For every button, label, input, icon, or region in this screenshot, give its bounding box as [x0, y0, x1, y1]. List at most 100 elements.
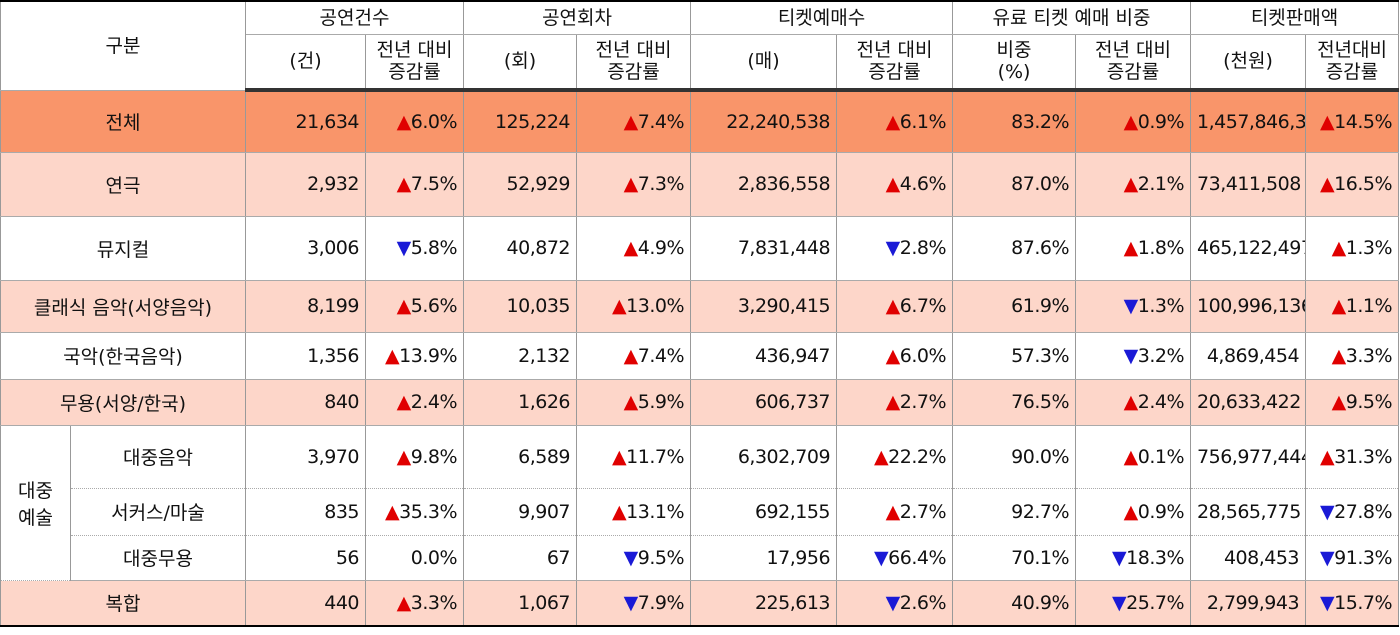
row: 뮤지컬 3,006 ▼5.8% 40,872 ▲4.9% 7,831,448 ▼2.8% 87…: [0, 216, 1400, 281]
cell: 3,006: [245, 216, 366, 281]
row-label: 국악(한국음악): [0, 332, 246, 380]
cell: ▲3.3%: [364, 580, 465, 627]
row: 무용(서양/한국) 840 ▲2.4% 1,626 ▲5.9% 606,737 ▲2.7% 7…: [0, 379, 1400, 426]
cell: ▲9.8%: [364, 425, 465, 489]
cell: 10,035: [463, 280, 578, 333]
cell: 756,977,444: [1190, 425, 1307, 489]
header-row: 구분 공연건수 공연회차 티켓예매수 유료 티켓 예매 비중 티켓판매액: [0, 1, 1400, 91]
cell: 100,996,136: [1190, 280, 1307, 333]
cell: 1,067: [463, 580, 578, 627]
cell: ▼2.6%: [836, 580, 954, 627]
cell: ▲6.1%: [836, 90, 954, 153]
cell: 67: [463, 535, 578, 581]
subheader: 비중 (%): [952, 34, 1077, 92]
cell: 465,122,497: [1190, 216, 1307, 281]
row-label: 대중음악: [70, 425, 246, 489]
cell: ▲35.3%: [364, 488, 465, 536]
cell: 17,956: [690, 535, 838, 581]
subheader: (매): [690, 34, 838, 92]
subheader: 전년 대비 증감률: [1075, 34, 1192, 92]
cell: ▲22.2%: [836, 425, 954, 489]
cell: 56: [245, 535, 366, 581]
cell: ▲2.7%: [836, 379, 954, 426]
cell: 9,907: [463, 488, 578, 536]
cell: ▲3.3%: [1305, 332, 1400, 380]
cell: ▼66.4%: [836, 535, 954, 581]
subheader: (건): [245, 34, 366, 92]
cell: ▲1.8%: [1075, 216, 1192, 281]
cell: 6,302,709: [690, 425, 838, 489]
cell: 2,799,943: [1190, 580, 1307, 627]
cell: ▲0.9%: [1075, 488, 1192, 536]
cell: 1,457,846,322: [1190, 90, 1307, 153]
cell: 8,199: [245, 280, 366, 333]
cell: 22,240,538: [690, 90, 838, 153]
row-label: 서커스/마술: [70, 488, 246, 536]
cell: 87.6%: [952, 216, 1077, 281]
subheader: (천원): [1190, 34, 1307, 92]
row-label: 대중무용: [70, 535, 246, 581]
cell: ▲7.3%: [576, 152, 692, 217]
group-row: 대중무용 56 0.0% 67 ▼9.5% 17,956 ▼66.4% 70.1% ▼18.3%…: [0, 535, 1400, 581]
cell: 6,589: [463, 425, 578, 489]
header-group: 유료 티켓 예매 비중: [952, 1, 1192, 35]
group-row: 대중 예술 대중음악 3,970 ▲9.8% 6,589 ▲11.7% 6,302,709 ▲…: [0, 425, 1400, 581]
row-label: 무용(서양/한국): [0, 379, 246, 426]
cell: ▲9.5%: [1305, 379, 1400, 426]
cell: ▲6.0%: [836, 332, 954, 380]
cell: ▲1.3%: [1305, 216, 1400, 281]
cell: ▲7.4%: [576, 90, 692, 153]
cell: ▼91.3%: [1305, 535, 1400, 581]
cell: 76.5%: [952, 379, 1077, 426]
cell: 3,970: [245, 425, 366, 489]
subheader-row: (건) 전년 대비 증감률 (회) 전년 대비 증감률 (매) 전년 대비 증감률 비중 (…: [1, 34, 1400, 92]
row-label: 클래식 음악(서양음악): [0, 280, 246, 333]
cell: 61.9%: [952, 280, 1077, 333]
cell: ▼1.3%: [1075, 280, 1192, 333]
subheader: 전년대비 증감률: [1305, 34, 1400, 92]
cell: 440: [245, 580, 366, 627]
row: 복합 440 ▲3.3% 1,067 ▼7.9% 225,613 ▼2.6% 40.9% ▼25…: [0, 580, 1400, 627]
row-label: 전체: [0, 90, 246, 153]
cell: 692,155: [690, 488, 838, 536]
cell: ▲11.7%: [576, 425, 692, 489]
cell: 52,929: [463, 152, 578, 217]
cell: 225,613: [690, 580, 838, 627]
cell: 21,634: [245, 90, 366, 153]
cell: 2,836,558: [690, 152, 838, 217]
cell: ▲7.4%: [576, 332, 692, 380]
cell: 28,565,775: [1190, 488, 1307, 536]
cell: ▲5.6%: [364, 280, 465, 333]
cell: 835: [245, 488, 366, 536]
row-label: 연극: [0, 152, 246, 217]
cell: 436,947: [690, 332, 838, 380]
cell: ▼25.7%: [1075, 580, 1192, 627]
cell: 7,831,448: [690, 216, 838, 281]
row-label: 뮤지컬: [0, 216, 246, 281]
cell: ▼2.8%: [836, 216, 954, 281]
cell: ▲4.9%: [576, 216, 692, 281]
cell: 83.2%: [952, 90, 1077, 153]
row: 국악(한국음악) 1,356 ▲13.9% 2,132 ▲7.4% 436,947 ▲6.0…: [0, 332, 1400, 380]
cell: 57.3%: [952, 332, 1077, 380]
cell: ▲4.6%: [836, 152, 954, 217]
cell: 73,411,508: [1190, 152, 1307, 217]
cell: 408,453: [1190, 535, 1307, 581]
cell: 87.0%: [952, 152, 1077, 217]
cell: 92.7%: [952, 488, 1077, 536]
cell: 2,132: [463, 332, 578, 380]
header-group: 공연회차: [463, 1, 692, 35]
cell: ▲2.7%: [836, 488, 954, 536]
cell: ▲5.9%: [576, 379, 692, 426]
group-label: 대중 예술: [0, 425, 71, 581]
row: 연극 2,932 ▲7.5% 52,929 ▲7.3% 2,836,558 ▲4.6% 87.…: [0, 152, 1400, 217]
cell: ▲14.5%: [1305, 90, 1400, 153]
cell: 40.9%: [952, 580, 1077, 627]
cell: 125,224: [463, 90, 578, 153]
cell: ▲0.9%: [1075, 90, 1192, 153]
cell: 840: [245, 379, 366, 426]
cell: ▲6.7%: [836, 280, 954, 333]
cell: ▼7.9%: [576, 580, 692, 627]
